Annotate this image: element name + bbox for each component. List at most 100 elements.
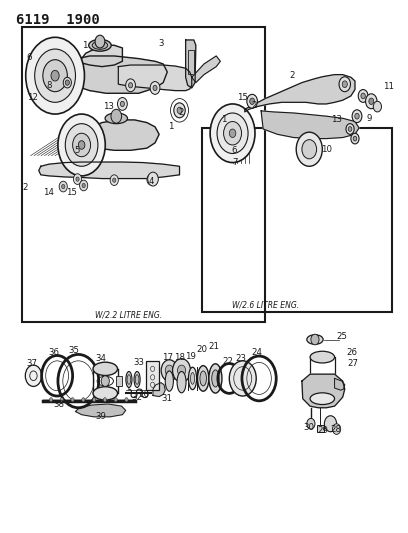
Text: 19: 19: [186, 352, 196, 360]
Ellipse shape: [310, 393, 335, 405]
Ellipse shape: [126, 372, 132, 387]
Text: 22: 22: [222, 357, 233, 366]
Text: 9: 9: [366, 114, 372, 123]
Bar: [188, 50, 194, 74]
Text: 36: 36: [49, 349, 59, 357]
Circle shape: [95, 35, 105, 48]
Ellipse shape: [188, 367, 197, 390]
Text: 4: 4: [148, 177, 154, 185]
Ellipse shape: [212, 370, 219, 387]
Text: 26: 26: [346, 349, 357, 357]
Circle shape: [210, 104, 255, 163]
Text: 2: 2: [22, 183, 28, 192]
Ellipse shape: [134, 372, 140, 387]
Text: 16: 16: [138, 390, 149, 399]
Circle shape: [229, 129, 236, 138]
Ellipse shape: [92, 42, 108, 50]
Circle shape: [80, 180, 88, 191]
Bar: [317, 425, 324, 432]
Circle shape: [65, 124, 98, 166]
Circle shape: [352, 110, 362, 123]
Circle shape: [353, 136, 357, 141]
Polygon shape: [39, 162, 180, 179]
Circle shape: [302, 140, 317, 159]
Circle shape: [78, 141, 85, 149]
Ellipse shape: [177, 372, 186, 393]
Text: 31: 31: [161, 394, 172, 403]
Text: 37: 37: [27, 359, 37, 368]
Circle shape: [296, 132, 322, 166]
Circle shape: [110, 175, 118, 185]
Ellipse shape: [93, 387, 118, 400]
Circle shape: [49, 398, 53, 402]
Circle shape: [173, 359, 191, 382]
Text: 10: 10: [321, 145, 332, 154]
Text: 14: 14: [43, 189, 53, 197]
Circle shape: [43, 60, 67, 92]
Circle shape: [161, 360, 177, 381]
Text: 18: 18: [174, 353, 185, 361]
Circle shape: [324, 416, 337, 432]
Bar: [116, 376, 122, 386]
Circle shape: [51, 70, 59, 81]
Circle shape: [307, 418, 315, 429]
Ellipse shape: [310, 351, 335, 363]
Circle shape: [250, 98, 255, 104]
Circle shape: [148, 172, 158, 186]
Ellipse shape: [135, 375, 139, 384]
Circle shape: [120, 101, 124, 107]
Circle shape: [65, 80, 69, 85]
Circle shape: [342, 81, 347, 87]
Circle shape: [76, 177, 79, 181]
Circle shape: [153, 85, 157, 91]
Ellipse shape: [197, 366, 209, 391]
Circle shape: [58, 114, 105, 176]
Ellipse shape: [127, 375, 131, 384]
Text: 5: 5: [74, 146, 80, 155]
Text: 1: 1: [221, 116, 226, 124]
Text: 2: 2: [251, 101, 257, 110]
Circle shape: [63, 77, 71, 88]
Circle shape: [229, 361, 256, 396]
Circle shape: [355, 114, 359, 119]
Text: 1: 1: [168, 123, 173, 131]
Circle shape: [339, 77, 350, 92]
Circle shape: [73, 174, 82, 184]
Circle shape: [93, 398, 96, 402]
Text: 7: 7: [232, 158, 237, 167]
Text: 39: 39: [96, 413, 106, 421]
Circle shape: [366, 94, 377, 109]
Text: 11: 11: [383, 82, 394, 91]
Ellipse shape: [93, 362, 118, 376]
Circle shape: [25, 365, 42, 386]
Circle shape: [111, 109, 122, 123]
Text: 30: 30: [304, 423, 315, 432]
Polygon shape: [261, 111, 359, 139]
Text: 15: 15: [237, 93, 248, 101]
Circle shape: [351, 133, 359, 144]
Circle shape: [71, 398, 74, 402]
Text: W/2.6 LITRE ENG.: W/2.6 LITRE ENG.: [232, 300, 299, 309]
Text: 17: 17: [162, 353, 173, 361]
Polygon shape: [75, 404, 126, 417]
Text: 13: 13: [331, 116, 342, 124]
Circle shape: [129, 83, 133, 88]
Ellipse shape: [209, 364, 222, 393]
Circle shape: [103, 398, 106, 402]
Polygon shape: [186, 40, 196, 88]
Text: 12: 12: [27, 93, 38, 101]
Polygon shape: [153, 383, 165, 397]
Circle shape: [73, 133, 91, 157]
Text: 8: 8: [46, 81, 52, 90]
Text: 6: 6: [232, 146, 237, 155]
Text: 15: 15: [66, 189, 77, 197]
Polygon shape: [118, 65, 192, 91]
Polygon shape: [65, 56, 167, 93]
Circle shape: [361, 93, 365, 99]
Text: 25: 25: [337, 333, 347, 341]
Circle shape: [82, 398, 85, 402]
Circle shape: [147, 174, 155, 185]
Text: 6119  1900: 6119 1900: [16, 13, 100, 27]
Text: 32: 32: [131, 393, 142, 401]
Polygon shape: [302, 374, 345, 408]
